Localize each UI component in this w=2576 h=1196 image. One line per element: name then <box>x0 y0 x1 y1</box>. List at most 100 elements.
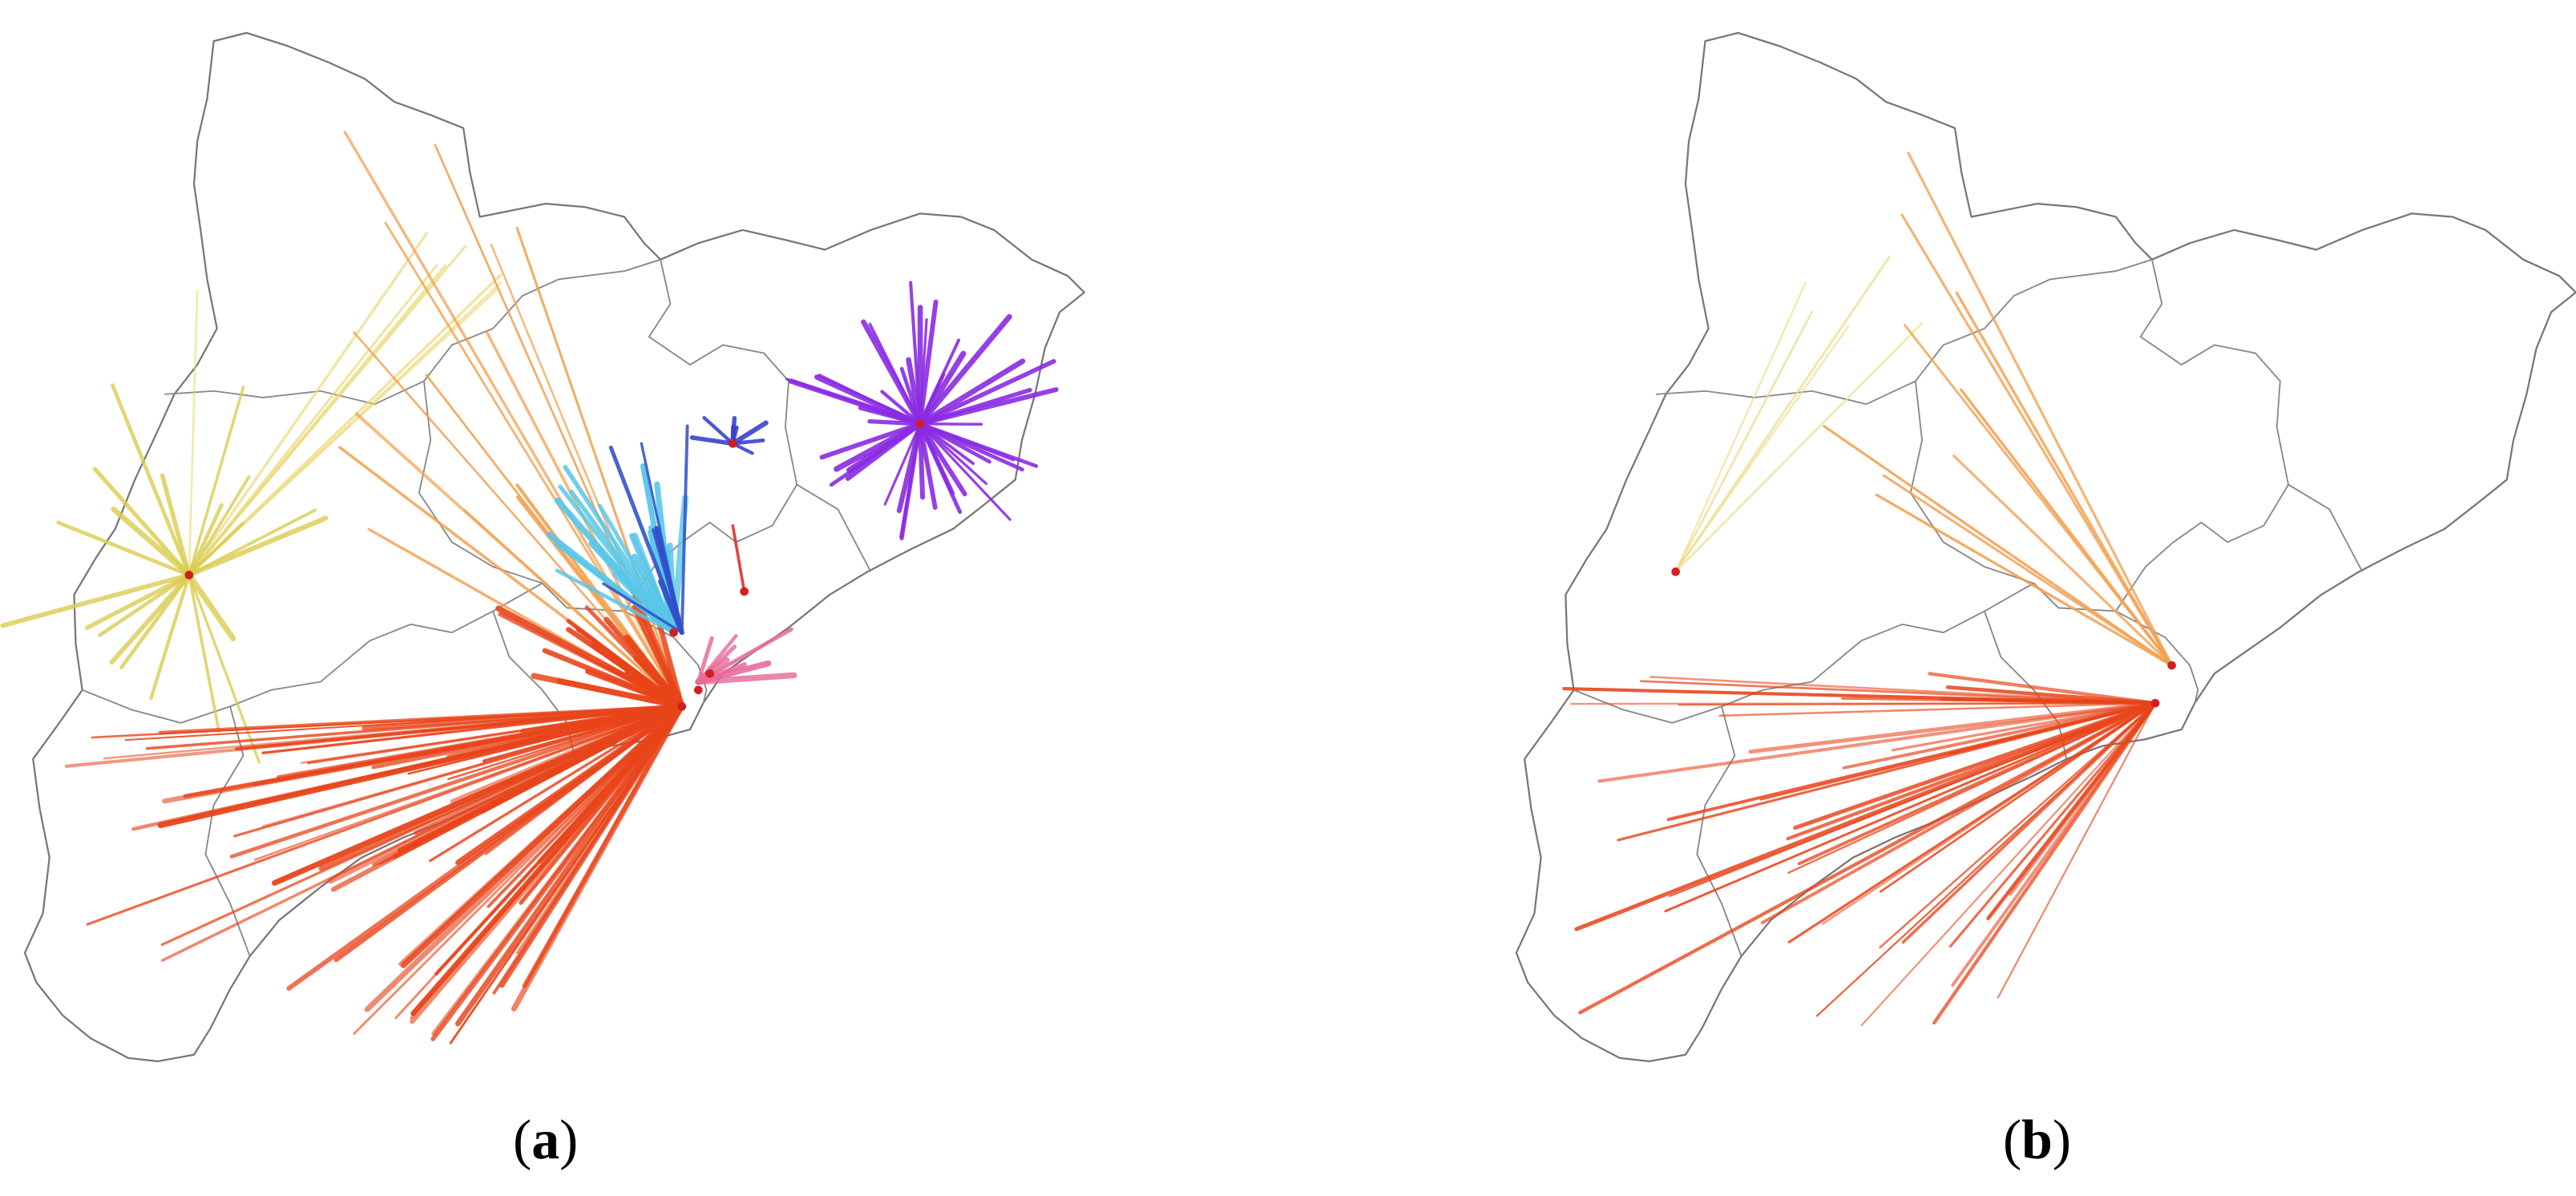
flow-line <box>1907 152 2174 667</box>
flow-line <box>730 420 769 446</box>
flow-line <box>546 531 677 636</box>
flow-line <box>183 704 684 798</box>
flow-line <box>343 131 684 708</box>
hub-point <box>728 439 737 448</box>
flow-line <box>899 422 922 539</box>
flow-line <box>1882 474 2174 667</box>
flow-line <box>861 319 923 427</box>
flow-line <box>918 358 1056 426</box>
hub-point <box>705 669 714 678</box>
flow-line <box>1678 701 2157 706</box>
flow-line <box>1787 701 2157 874</box>
flow-line <box>1875 493 2174 667</box>
hub-point <box>2167 661 2176 670</box>
county-borders <box>1573 258 2364 957</box>
flow-lines <box>1562 152 2176 1027</box>
flow-line <box>515 705 684 955</box>
flow-line <box>1718 701 2157 717</box>
hub-point <box>915 419 925 429</box>
caption-letter: b <box>2021 1109 2053 1171</box>
flow-line <box>785 378 922 426</box>
flow-line <box>186 572 236 642</box>
flow-line <box>1674 281 1807 573</box>
flow-line <box>187 521 244 577</box>
hub-point <box>740 587 749 596</box>
flow-line <box>410 704 684 1024</box>
flow-line <box>430 704 684 1041</box>
flow-line <box>111 506 192 578</box>
flow-line <box>149 573 192 701</box>
flow-line <box>919 422 1011 521</box>
caption-open: ( <box>2003 1109 2021 1171</box>
flow-line <box>1664 701 2157 913</box>
flow-line <box>899 366 923 426</box>
flow-line <box>880 390 923 426</box>
flow-line <box>233 705 684 838</box>
flow-line <box>917 299 939 426</box>
flow-line <box>92 467 192 577</box>
hub-point <box>693 685 703 695</box>
caption-close: ) <box>2053 1109 2071 1171</box>
flow-line <box>188 386 245 577</box>
flow-line <box>159 473 192 578</box>
hub-point <box>677 701 687 711</box>
flow-line <box>632 604 685 710</box>
flow-line <box>354 412 684 709</box>
flow-line <box>1669 702 2157 898</box>
flow-line <box>919 422 987 485</box>
flow-line <box>1945 685 2158 705</box>
flow-line <box>919 317 928 426</box>
flow-line <box>1952 455 2174 667</box>
flow-line <box>229 704 684 859</box>
flow-line <box>696 636 714 685</box>
flow-line <box>918 387 1032 426</box>
flow-line <box>1786 701 2158 841</box>
flow-line <box>569 489 676 635</box>
flow-line <box>124 705 683 741</box>
flow-line <box>186 515 329 578</box>
flow-line <box>64 705 684 768</box>
flow-line <box>819 421 923 460</box>
flow-line <box>515 226 684 708</box>
flow-line <box>511 703 685 1012</box>
flow-line <box>131 705 684 831</box>
flow-line <box>1891 701 2157 752</box>
flow-line <box>398 704 684 967</box>
caption-close: ) <box>559 1109 578 1171</box>
flow-line <box>119 572 192 669</box>
flow-line <box>555 568 676 635</box>
caption-open: ( <box>513 1109 531 1171</box>
flow-line <box>680 424 689 634</box>
flow-line <box>286 704 684 991</box>
hub-point <box>669 628 678 637</box>
flow-line <box>917 313 1012 427</box>
flow-line <box>531 673 685 709</box>
flow-line <box>1960 388 2174 667</box>
flow-line <box>187 503 224 577</box>
hub-point <box>184 570 194 580</box>
flow-line <box>695 660 772 685</box>
flow-line <box>1860 702 2157 1027</box>
flow-line <box>1674 255 1891 573</box>
flow-line <box>1948 701 2157 755</box>
flow-line <box>188 573 220 733</box>
panel-caption: (a) <box>513 1109 578 1171</box>
flow-line <box>188 573 261 764</box>
hub-point <box>1671 567 1680 576</box>
flow-line <box>1901 701 2157 944</box>
flow-line <box>188 232 429 577</box>
flow-line <box>702 415 735 446</box>
flow-line <box>651 528 684 634</box>
hub-point <box>2150 698 2160 708</box>
flow-line <box>86 705 684 926</box>
flow-line <box>919 422 983 426</box>
map-panel: (b) <box>1515 31 2576 1171</box>
flow-line <box>542 648 684 709</box>
flow-line <box>917 358 1026 427</box>
flow-line <box>918 422 963 515</box>
flow-line <box>731 523 746 593</box>
flow-line <box>590 642 685 710</box>
flow-line <box>384 221 684 708</box>
